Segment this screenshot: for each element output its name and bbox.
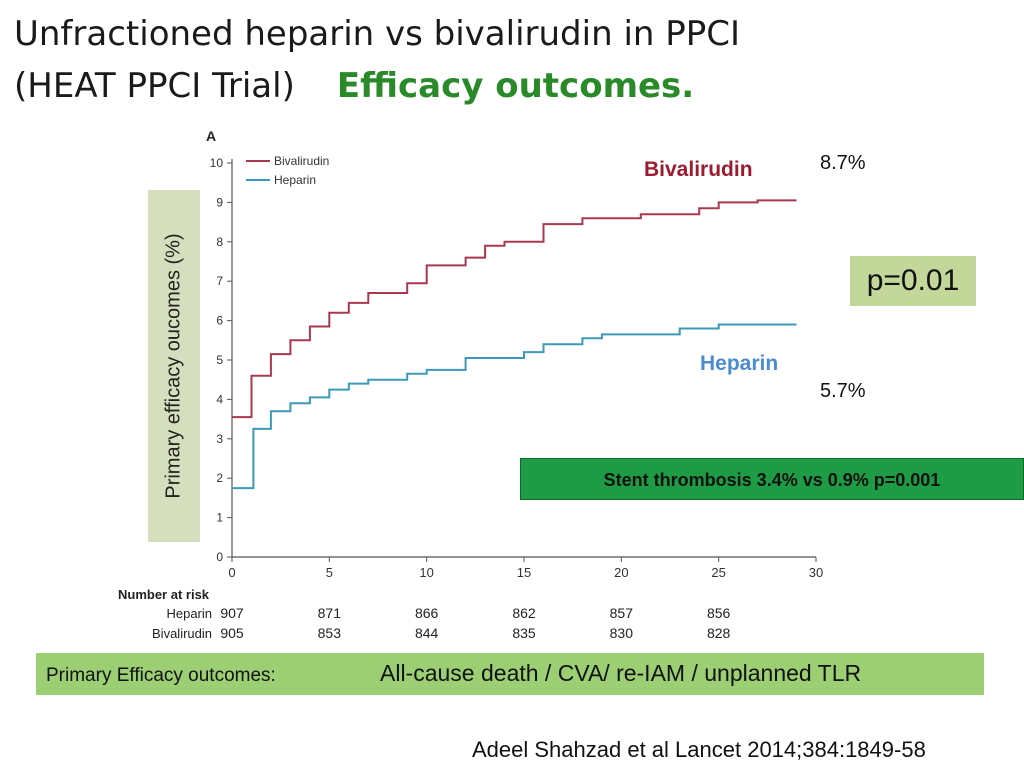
heparin-percent: 5.7% bbox=[820, 380, 866, 402]
risk-value: 830 bbox=[610, 625, 634, 641]
x-tick-label: 0 bbox=[228, 565, 235, 580]
x-tick-label: 5 bbox=[326, 565, 333, 580]
risk-value: 844 bbox=[415, 625, 439, 641]
series-line-bivalirudin bbox=[232, 199, 797, 419]
bivalirudin-percent: 8.7% bbox=[820, 152, 866, 174]
slide-title-line1: Unfractioned heparin vs bivalirudin in P… bbox=[14, 14, 741, 54]
chart-axes: 0 1 2 3 4 5 6 7 8 9 10 0 5 10 15 20 25 30 bbox=[210, 156, 824, 580]
y-tick-label: 0 bbox=[216, 550, 223, 564]
chart-series bbox=[232, 199, 797, 490]
risk-value: 857 bbox=[610, 605, 634, 621]
number-at-risk-title: Number at risk bbox=[118, 587, 210, 602]
series-line-heparin bbox=[232, 323, 797, 490]
x-tick-label: 15 bbox=[517, 565, 531, 580]
p-value-badge: p=0.01 bbox=[850, 256, 976, 306]
x-tick-label: 30 bbox=[809, 565, 823, 580]
y-tick-label: 8 bbox=[216, 235, 223, 249]
risk-value: 828 bbox=[707, 625, 731, 641]
y-tick-label: 2 bbox=[216, 471, 223, 485]
citation: Adeel Shahzad et al Lancet 2014;384:1849… bbox=[472, 737, 926, 762]
x-tick-label: 25 bbox=[711, 565, 725, 580]
risk-value: 856 bbox=[707, 605, 731, 621]
risk-row-label: Heparin bbox=[166, 606, 212, 621]
legend-label-bivalirudin: Bivalirudin bbox=[274, 154, 329, 168]
trial-name: (HEAT PPCI Trial) bbox=[14, 66, 295, 106]
title-highlight: Efficacy outcomes. bbox=[336, 66, 695, 106]
y-tick-label: 7 bbox=[216, 274, 223, 288]
kaplan-meier-chart: A 0 1 2 3 4 5 6 7 8 9 10 0 5 10 15 20 25 30 Bivalirudin He… bbox=[118, 128, 824, 641]
risk-value: 871 bbox=[318, 605, 342, 621]
y-tick-label: 3 bbox=[216, 432, 223, 446]
risk-value: 907 bbox=[220, 605, 244, 621]
y-tick-label: 10 bbox=[210, 156, 224, 170]
slide-title-line2: (HEAT PPCI Trial) Efficacy outcomes. bbox=[14, 66, 694, 106]
risk-value: 905 bbox=[220, 625, 244, 641]
panel-label: A bbox=[206, 128, 216, 144]
x-tick-label: 10 bbox=[419, 565, 433, 580]
risk-row-label: Bivalirudin bbox=[152, 626, 212, 641]
risk-value: 835 bbox=[512, 625, 536, 641]
heparin-label: Heparin bbox=[700, 352, 779, 375]
y-tick-label: 5 bbox=[216, 353, 223, 367]
x-tick-label: 20 bbox=[614, 565, 628, 580]
y-tick-label: 1 bbox=[216, 511, 223, 525]
stent-thrombosis-box: Stent thrombosis 3.4% vs 0.9% p=0.001 bbox=[520, 458, 1024, 500]
risk-value: 862 bbox=[512, 605, 536, 621]
chart-legend: Bivalirudin Heparin bbox=[246, 154, 329, 187]
outcomes-text: All-cause death / CVA/ re-IAM / unplanne… bbox=[380, 660, 862, 686]
outcomes-label: Primary Efficacy outcomes: bbox=[46, 665, 276, 686]
y-tick-label: 4 bbox=[216, 392, 223, 406]
legend-label-heparin: Heparin bbox=[274, 173, 316, 187]
risk-value: 853 bbox=[318, 625, 342, 641]
y-tick-label: 9 bbox=[216, 195, 223, 209]
outcomes-box bbox=[36, 653, 984, 695]
bivalirudin-label: Bivalirudin bbox=[644, 158, 753, 181]
number-at-risk-table: Number at risk Heparin 907 871 866 862 857 856 B… bbox=[118, 587, 731, 641]
y-tick-label: 6 bbox=[216, 314, 223, 328]
risk-value: 866 bbox=[415, 605, 439, 621]
y-axis-label-box bbox=[148, 190, 200, 542]
